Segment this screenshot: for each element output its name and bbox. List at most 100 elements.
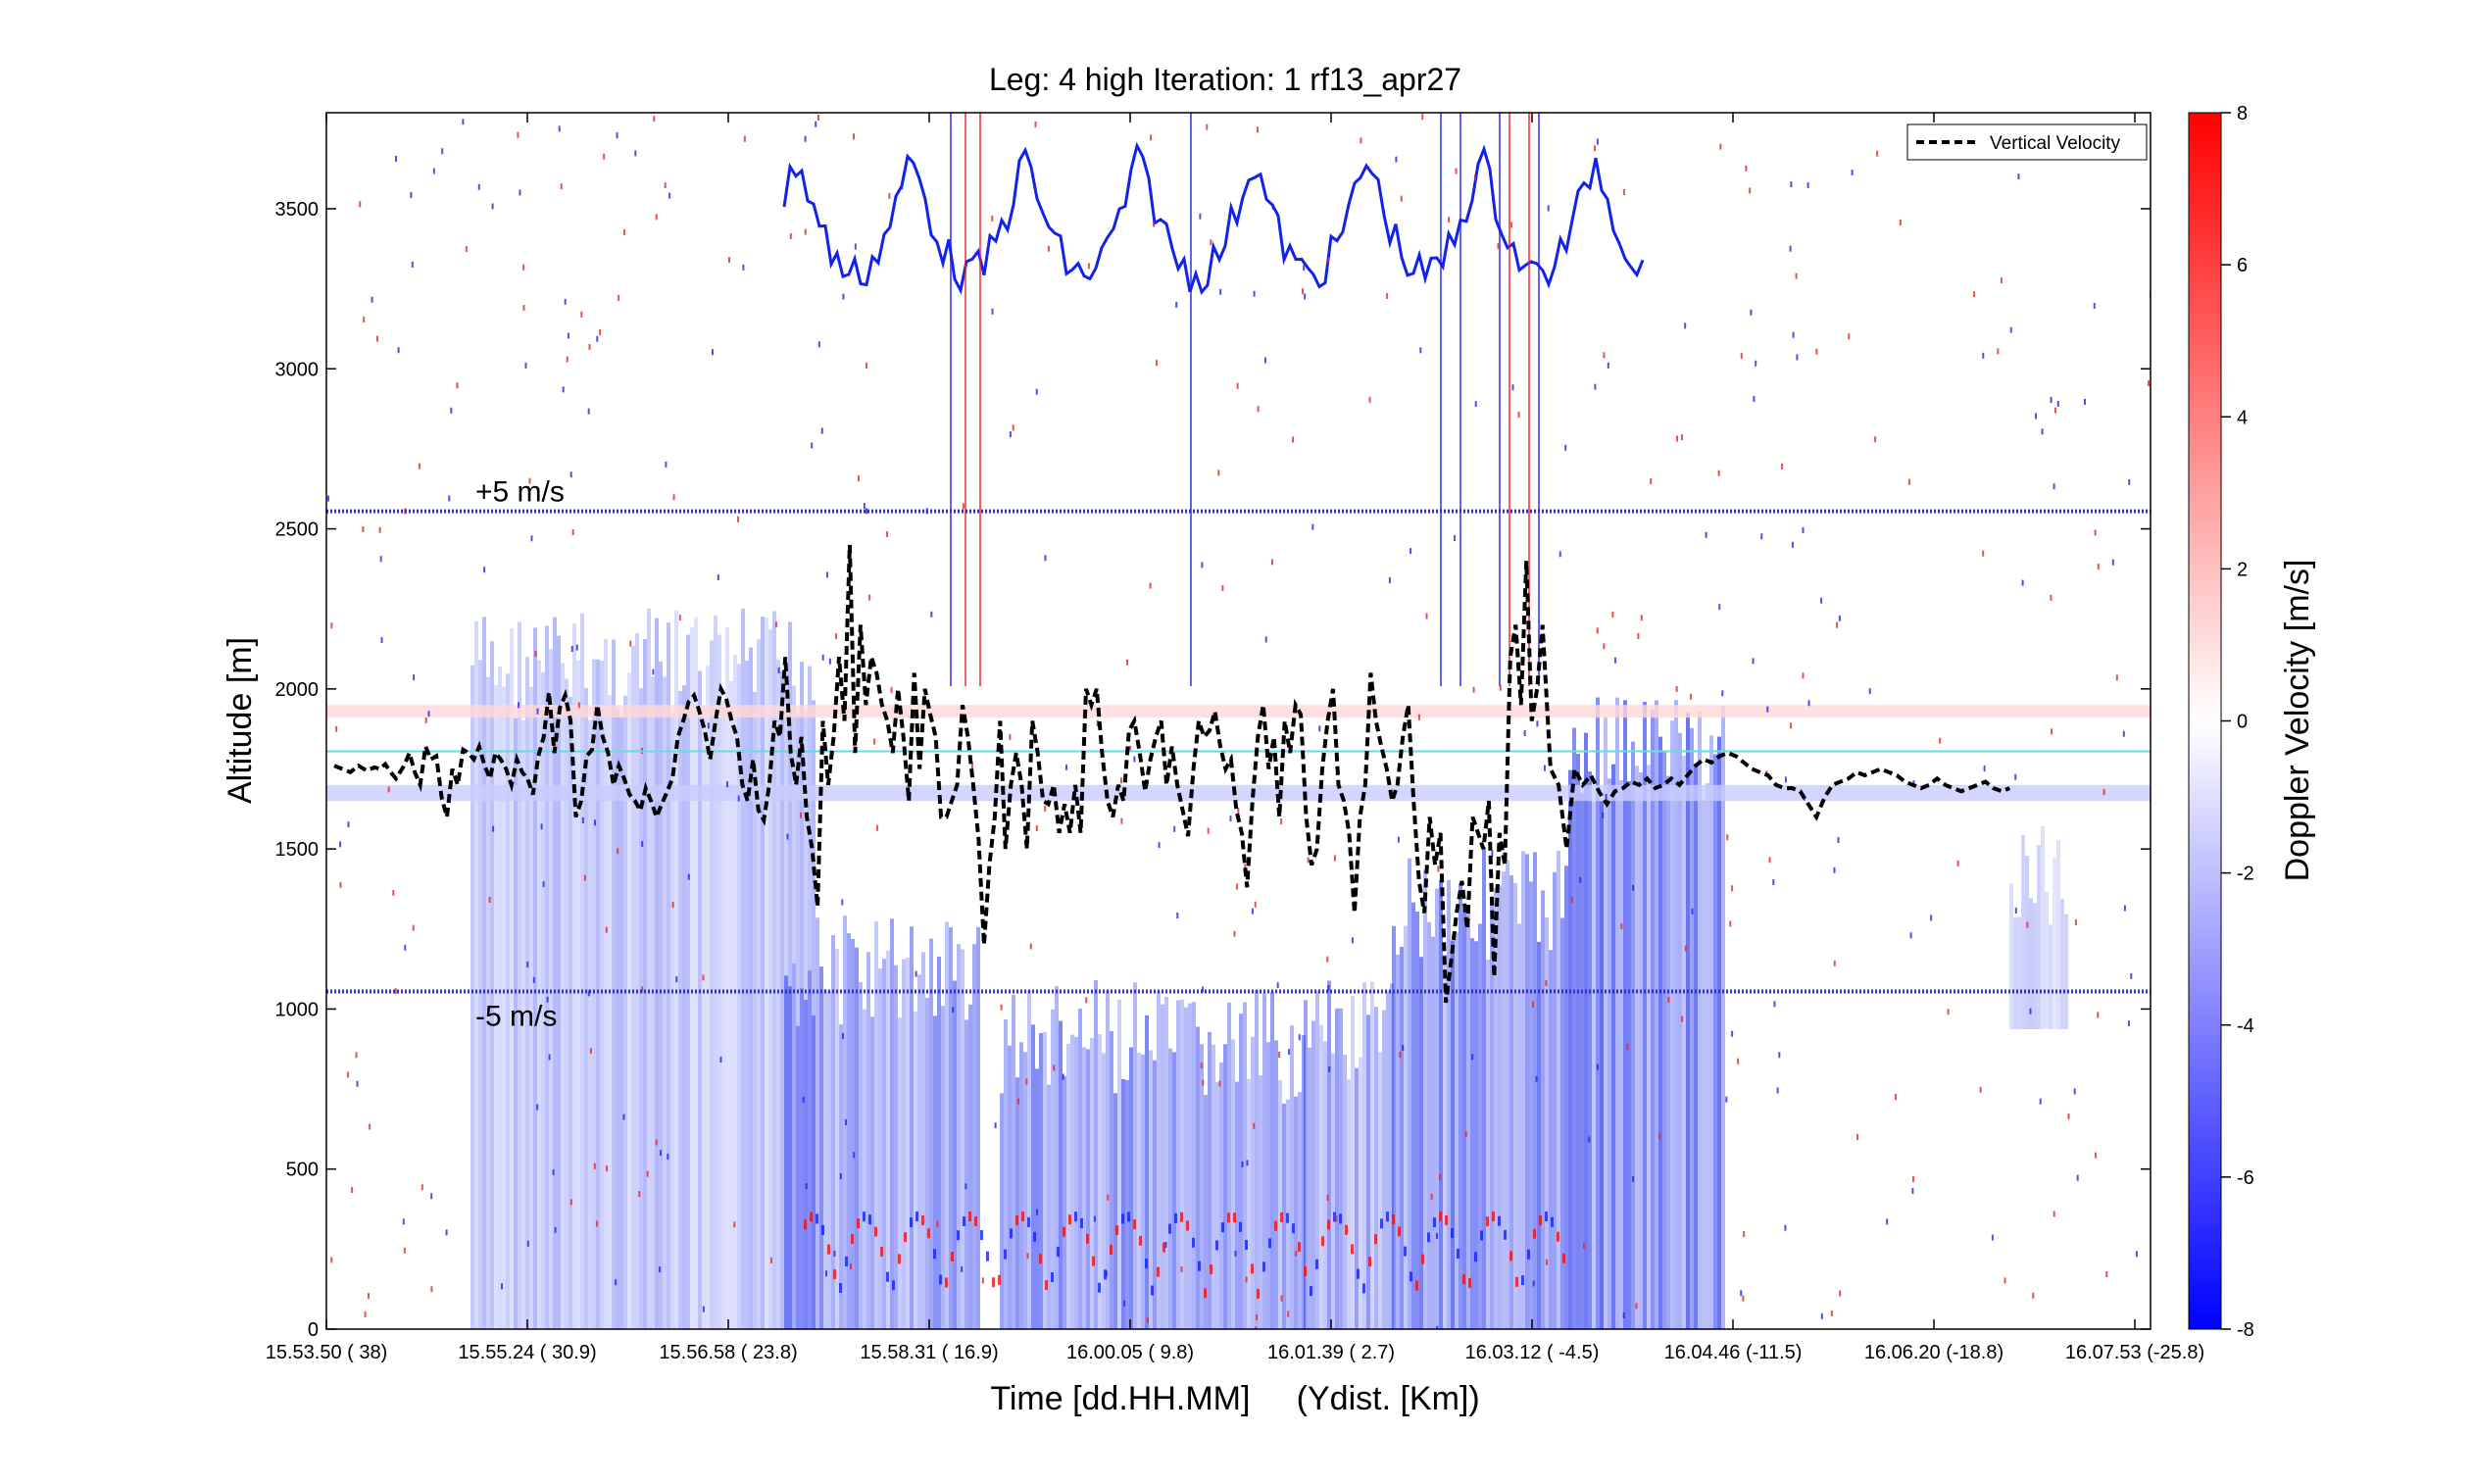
noise-pixel — [1784, 776, 1787, 783]
velocity-cell — [1251, 1036, 1255, 1329]
velocity-cell — [706, 666, 710, 1329]
velocity-cell — [592, 659, 596, 1329]
noise-pixel — [1017, 1098, 1019, 1105]
velocity-cell — [1151, 1285, 1154, 1296]
noise-pixel — [596, 335, 599, 342]
velocity-cell — [1600, 801, 1604, 1329]
noise-pixel — [404, 944, 407, 951]
cloud-top-echo — [782, 141, 1645, 295]
velocity-cell — [804, 712, 808, 1329]
noise-pixel — [1523, 730, 1526, 736]
noise-pixel — [483, 567, 486, 573]
velocity-cell — [2053, 858, 2056, 1029]
velocity-cell — [914, 1012, 917, 1329]
velocity-cell — [957, 944, 961, 1329]
noise-pixel — [387, 786, 390, 793]
velocity-cell — [565, 678, 569, 1329]
noise-pixel — [737, 795, 740, 802]
noise-pixel — [347, 1071, 350, 1078]
noise-pixel — [552, 1169, 555, 1175]
noise-pixel — [445, 1229, 448, 1236]
noise-pixel — [1691, 908, 1694, 915]
velocity-cell — [1268, 1238, 1271, 1249]
velocity-cell — [1553, 871, 1557, 1329]
noise-pixel — [465, 246, 468, 252]
velocity-cell — [1572, 727, 1576, 1329]
noise-pixel — [1594, 383, 1597, 390]
noise-pixel — [1234, 1251, 1237, 1257]
noise-pixel — [575, 644, 578, 651]
noise-pixel — [1535, 1075, 1538, 1082]
velocity-cell — [1459, 883, 1462, 1329]
noise-pixel — [1725, 1096, 1728, 1103]
velocity-cell — [1355, 1067, 1359, 1329]
velocity-cell — [1492, 1212, 1495, 1222]
noise-pixel — [540, 823, 543, 830]
velocity-cell — [529, 686, 533, 1329]
velocity-cell — [1509, 1251, 1512, 1261]
noise-pixel — [1264, 357, 1266, 364]
noise-pixel — [664, 182, 667, 189]
velocity-cell — [1457, 1248, 1459, 1259]
noise-pixel — [411, 261, 414, 268]
velocity-cell — [1398, 1226, 1401, 1237]
velocity-cell — [1210, 1263, 1212, 1274]
noise-pixel — [886, 531, 889, 537]
noise-pixel — [1295, 1250, 1298, 1257]
velocity-cell — [686, 634, 690, 1329]
noise-pixel — [1107, 1194, 1110, 1201]
noise-pixel — [1271, 559, 1273, 566]
velocity-cell — [553, 617, 557, 1329]
velocity-cell — [1215, 1081, 1219, 1329]
noise-pixel — [566, 356, 569, 363]
velocity-cell — [1233, 1212, 1236, 1223]
velocity-cell — [788, 621, 792, 1329]
noise-pixel — [1743, 1231, 1746, 1237]
velocity-cell — [714, 615, 717, 1329]
velocity-cell — [670, 713, 674, 1329]
velocity-cell — [808, 666, 812, 1329]
noise-pixel — [1471, 1054, 1474, 1061]
noise-pixel — [1640, 615, 1643, 621]
noise-pixel — [804, 135, 807, 142]
velocity-cell — [1327, 980, 1331, 1329]
noise-pixel — [1029, 943, 1032, 950]
noise-pixel — [362, 525, 365, 532]
noise-pixel — [2111, 559, 2114, 566]
velocity-cell — [1280, 1212, 1283, 1222]
y-tick-label: 2000 — [275, 679, 320, 701]
velocity-cell — [584, 687, 588, 1329]
velocity-cell — [1266, 1042, 1270, 1329]
velocity-cell — [904, 1232, 907, 1243]
velocity-cell — [890, 918, 894, 1329]
noise-pixel — [1053, 1064, 1056, 1071]
noise-pixel — [2135, 1251, 2138, 1258]
noise-pixel — [1718, 604, 1721, 611]
noise-pixel — [1255, 1326, 1258, 1329]
velocity-cell — [1139, 1235, 1142, 1246]
noise-pixel — [825, 571, 828, 578]
noise-pixel — [2051, 728, 2053, 735]
velocity-cell — [810, 1212, 813, 1222]
velocity-cell — [1019, 1042, 1023, 1329]
x-tick-label: 16.07.53 (-25.8) — [2065, 1342, 2204, 1363]
noise-pixel — [330, 622, 333, 629]
noise-pixel — [1768, 857, 1771, 864]
velocity-cell — [1380, 1218, 1383, 1229]
velocity-cell — [1012, 994, 1015, 1329]
velocity-cell — [1410, 1271, 1412, 1282]
noise-pixel — [412, 924, 415, 931]
noise-pixel — [2053, 1211, 2055, 1217]
velocity-cell — [1647, 765, 1651, 1329]
velocity-cell — [619, 717, 623, 1329]
velocity-cell — [2060, 899, 2064, 1029]
noise-pixel — [1219, 288, 1222, 295]
noise-pixel — [2097, 564, 2100, 570]
velocity-cell — [974, 1215, 977, 1226]
noise-pixel — [2128, 478, 2131, 485]
noise-pixel — [347, 821, 350, 828]
noise-pixel — [536, 708, 539, 715]
colorbar-tick-label: -8 — [2237, 1319, 2254, 1341]
velocity-cell — [2049, 924, 2053, 1029]
noise-pixel — [410, 192, 413, 199]
